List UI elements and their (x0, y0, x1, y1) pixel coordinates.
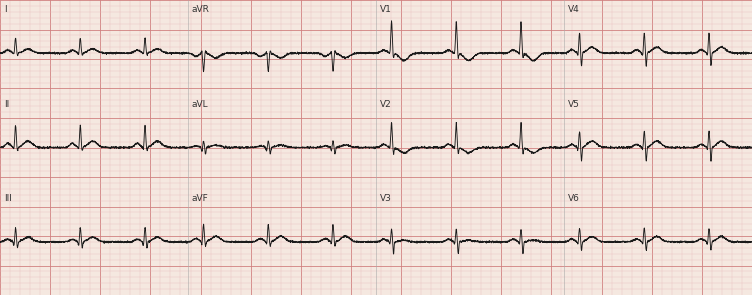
Text: aVR: aVR (192, 5, 210, 14)
Text: aVL: aVL (192, 99, 208, 109)
Text: V1: V1 (380, 5, 392, 14)
Text: V2: V2 (380, 99, 392, 109)
Text: aVF: aVF (192, 194, 208, 203)
Text: V5: V5 (568, 99, 580, 109)
Text: II: II (4, 99, 9, 109)
Text: V4: V4 (568, 5, 580, 14)
Text: III: III (4, 194, 11, 203)
Text: I: I (4, 5, 6, 14)
Text: V6: V6 (568, 194, 580, 203)
Text: V3: V3 (380, 194, 392, 203)
